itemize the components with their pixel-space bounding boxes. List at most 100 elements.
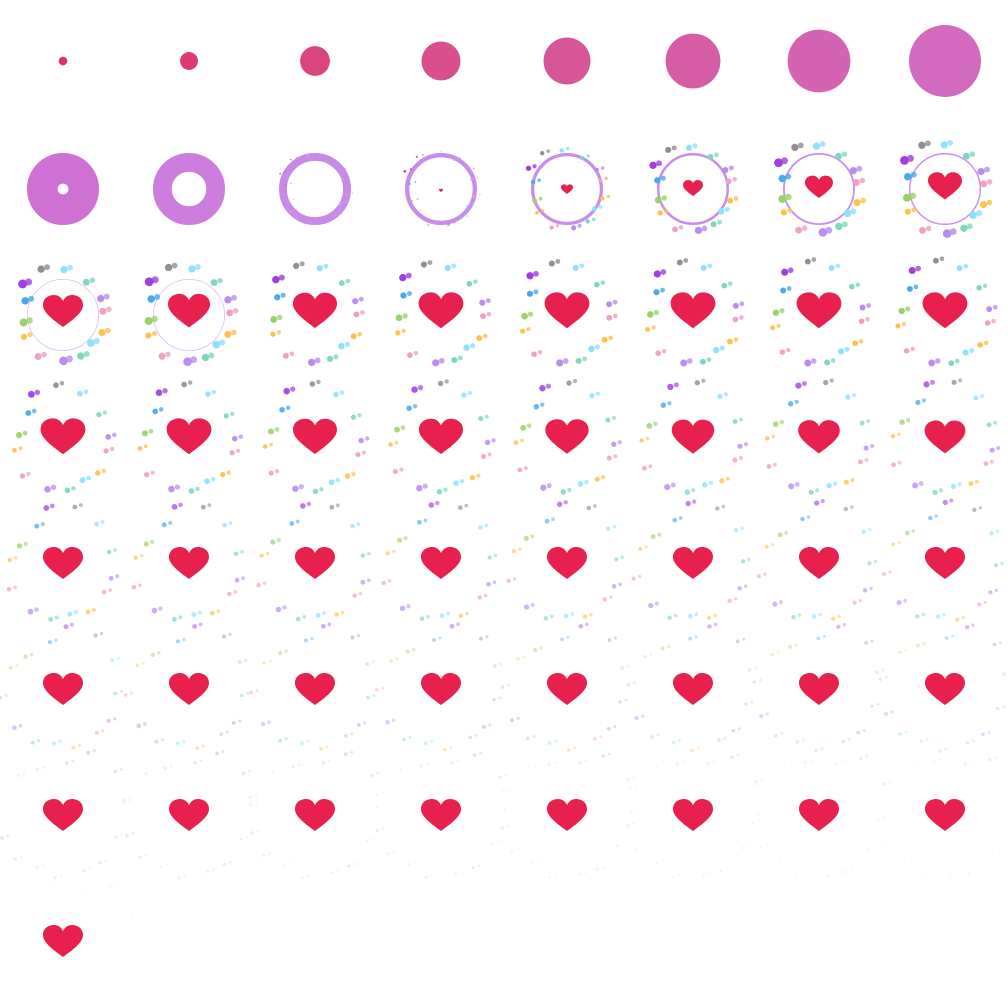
confetti-dot-icon — [579, 263, 585, 269]
confetti-dot-icon — [256, 829, 260, 833]
animation-frame — [500, 622, 630, 752]
confetti-dot-icon — [35, 767, 40, 772]
confetti-dot-icon — [382, 803, 385, 807]
heart-icon — [547, 799, 587, 831]
confetti-dot-icon — [960, 224, 968, 232]
animation-frame — [645, 258, 745, 367]
confetti-dot-icon — [329, 504, 335, 510]
confetti-dot-icon — [217, 277, 223, 284]
confetti-dot-icon — [819, 141, 826, 148]
confetti-dot-icon — [895, 323, 901, 329]
confetti-dot-icon — [473, 279, 478, 285]
confetti-dot-icon — [35, 865, 39, 870]
heart-icon — [43, 547, 83, 579]
confetti-dot-icon — [681, 760, 685, 763]
confetti-dot-icon — [36, 739, 41, 743]
confetti-dot-icon — [499, 662, 503, 666]
confetti-dot-icon — [701, 225, 708, 232]
confetti-dot-icon — [954, 358, 960, 364]
confetti-dot-icon — [419, 764, 423, 768]
confetti-dot-icon — [522, 655, 526, 659]
confetti-dot-icon — [867, 561, 872, 566]
confetti-dot-icon — [860, 197, 866, 204]
confetti-dot-icon — [299, 261, 305, 267]
confetti-dot-icon — [336, 869, 340, 872]
confetti-dot-icon — [808, 489, 814, 495]
confetti-dot-icon — [101, 468, 106, 474]
confetti-dot-icon — [421, 154, 424, 156]
confetti-dot-icon — [640, 714, 645, 718]
confetti-dot-icon — [547, 740, 552, 745]
confetti-dot-icon — [516, 716, 520, 721]
confetti-dot-icon — [195, 746, 200, 751]
confetti-dot-icon — [292, 485, 299, 492]
confetti-dot-icon — [532, 198, 538, 204]
burst-circle-icon — [543, 37, 591, 85]
animation-frame — [900, 139, 993, 238]
confetti-dot-icon — [109, 885, 113, 889]
confetti-dot-icon — [667, 644, 671, 649]
confetti-dot-icon — [606, 194, 611, 199]
animation-frame — [0, 883, 139, 1006]
confetti-dot-icon — [482, 333, 488, 339]
confetti-dot-icon — [991, 851, 995, 854]
confetti-dot-icon — [268, 659, 272, 663]
confetti-dot-icon — [476, 335, 483, 342]
confetti-dot-icon — [771, 434, 776, 439]
confetti-dot-icon — [575, 357, 582, 364]
confetti-dot-icon — [319, 747, 323, 751]
confetti-dot-icon — [601, 475, 606, 480]
confetti-dot-icon — [694, 612, 699, 617]
confetti-dot-icon — [832, 873, 835, 876]
confetti-dot-icon — [904, 649, 907, 652]
confetti-dot-icon — [128, 799, 132, 802]
confetti-dot-icon — [609, 595, 613, 599]
confetti-dot-icon — [507, 683, 510, 687]
confetti-dot-icon — [233, 590, 238, 594]
confetti-dot-icon — [969, 211, 978, 219]
confetti-dot-icon — [849, 166, 857, 175]
confetti-dot-icon — [629, 787, 632, 791]
confetti-dot-icon — [980, 180, 988, 188]
confetti-dot-icon — [835, 762, 839, 765]
confetti-dot-icon — [470, 178, 473, 181]
confetti-dot-icon — [144, 316, 153, 325]
confetti-dot-icon — [171, 262, 178, 269]
heart-icon — [671, 419, 715, 454]
animation-frame — [381, 500, 498, 622]
confetti-dot-icon — [891, 542, 896, 547]
confetti-dot-icon — [77, 743, 81, 748]
confetti-dot-icon — [479, 299, 486, 306]
confetti-dot-icon — [94, 521, 100, 527]
confetti-dot-icon — [4, 694, 8, 698]
confetti-dot-icon — [497, 840, 500, 843]
confetti-dot-icon — [595, 391, 601, 396]
confetti-dot-icon — [903, 348, 910, 354]
confetti-dot-icon — [708, 872, 711, 875]
heart-icon — [799, 799, 839, 831]
animation-frame — [625, 753, 766, 879]
confetti-dot-icon — [125, 833, 129, 838]
burst-circle-icon — [665, 33, 721, 89]
confetti-dot-icon — [531, 862, 535, 866]
confetti-dot-icon — [414, 181, 417, 183]
confetti-dot-icon — [694, 380, 700, 386]
confetti-dot-icon — [701, 378, 706, 383]
animation-frame — [278, 152, 353, 225]
confetti-dot-icon — [110, 658, 115, 663]
confetti-dot-icon — [655, 764, 659, 768]
confetti-dot-icon — [661, 763, 664, 766]
confetti-dot-icon — [208, 352, 215, 359]
confetti-dot-icon — [801, 738, 805, 742]
confetti-dot-icon — [183, 357, 192, 366]
confetti-dot-icon — [86, 475, 91, 481]
confetti-dot-icon — [906, 285, 913, 292]
confetti-dot-icon — [175, 741, 180, 746]
confetti-dot-icon — [326, 355, 334, 362]
confetti-dot-icon — [739, 301, 745, 307]
confetti-dot-icon — [335, 503, 340, 508]
confetti-dot-icon — [443, 487, 448, 492]
animation-frame — [421, 41, 461, 81]
confetti-dot-icon — [466, 280, 473, 287]
confetti-dot-icon — [537, 349, 543, 355]
